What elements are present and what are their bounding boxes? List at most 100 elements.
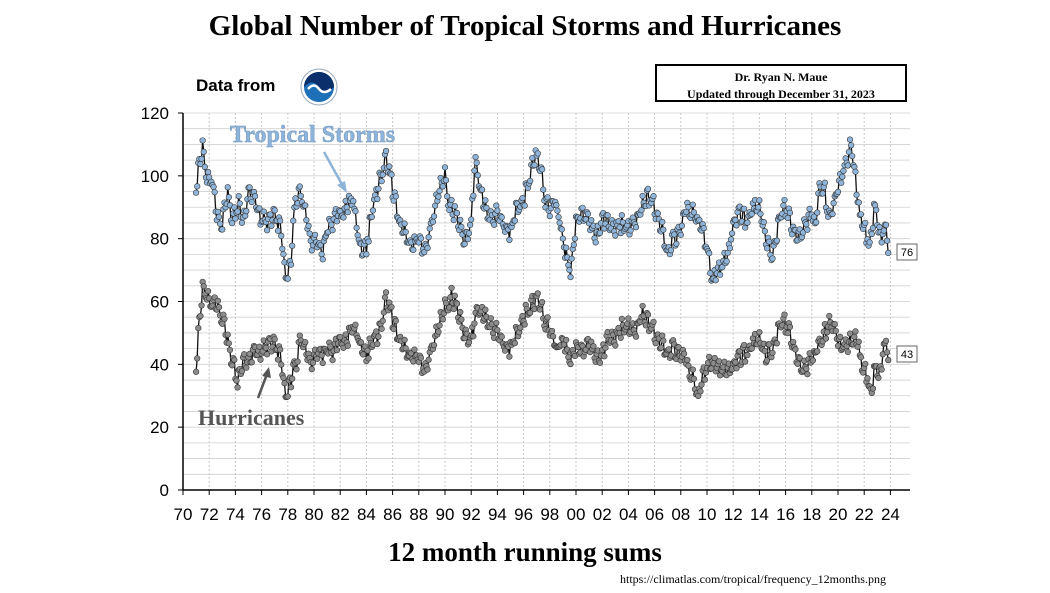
tropical-storms-point [506, 236, 513, 243]
hurricanes-point [822, 335, 830, 342]
tropical-storms-point [667, 247, 675, 254]
tropical-storms-point [260, 208, 267, 215]
tropical-storms-point [328, 221, 335, 228]
hurricanes-point [862, 360, 869, 367]
tropical-storms-point [472, 153, 479, 161]
tropical-storms-point [193, 189, 200, 196]
tropical-storms-point [267, 211, 274, 218]
hurricanes-point [536, 306, 544, 313]
tropical-storms-point [215, 213, 223, 220]
x-tick-label: 74 [226, 505, 245, 524]
hurricanes-point [448, 284, 455, 292]
hurricanes-point [388, 303, 395, 311]
y-tick-label: 0 [160, 481, 169, 500]
tropical-storms-point [229, 220, 236, 227]
hu-last-label: 43 [901, 349, 913, 361]
tropical-storms-point [251, 193, 259, 200]
tropical-storms-point [429, 218, 437, 225]
tropical-storms-point [840, 167, 847, 175]
tropical-storms-point [757, 210, 764, 218]
hurricanes-point [786, 323, 794, 331]
tropical-storms-point [388, 171, 395, 178]
tropical-storms-point [727, 236, 735, 243]
tropical-storms-point [450, 216, 457, 224]
tropical-storms-point [225, 194, 232, 201]
tropical-storms-point [235, 193, 242, 200]
hurricanes-point [221, 315, 228, 323]
hurricanes-point [215, 304, 223, 311]
hurricanes-point [596, 359, 604, 366]
hurricanes-point [435, 328, 442, 335]
tropical-storms-point [596, 229, 604, 237]
hurricanes-point [442, 300, 450, 307]
tropical-storms-point [726, 245, 734, 252]
hurricanes-point [742, 358, 749, 365]
tropical-storms-point [442, 177, 450, 184]
credit-author: Dr. Ryan N. Maue [734, 70, 828, 84]
y-tick-label: 40 [150, 355, 169, 374]
tropical-storms-point [453, 210, 461, 217]
tropical-storms-point [673, 240, 680, 247]
tropical-storms-point [878, 239, 885, 246]
ts-last-label: 76 [901, 247, 913, 259]
x-tick-label: 08 [671, 505, 690, 524]
tropical-storms-point [732, 216, 739, 224]
hurricanes-point [602, 344, 609, 351]
tropical-storms-point [243, 208, 250, 215]
tropical-storms-point [401, 220, 408, 227]
hurricanes-point [195, 324, 202, 332]
tropical-storms-point [441, 164, 449, 171]
y-tick-label: 60 [150, 293, 169, 312]
tropical-storms-point [369, 207, 377, 214]
hurricanes-point [424, 366, 431, 373]
hurricanes-point [193, 368, 200, 375]
tropical-storms-annotation: Tropical Storms [230, 122, 395, 148]
ts-arrowhead [337, 181, 347, 193]
tropical-storms-point [302, 202, 309, 209]
tropical-storms-point [584, 210, 592, 217]
tropical-storms-point [671, 231, 678, 238]
tropical-storms-point [425, 234, 432, 241]
hurricanes-point [243, 364, 250, 371]
hurricanes-point [665, 346, 672, 353]
hurricanes-point [226, 346, 234, 354]
tropical-storms-point [741, 205, 748, 212]
tropical-storms-point [234, 208, 241, 215]
hurricanes-point [411, 346, 418, 353]
tropical-storms-point [368, 213, 375, 221]
tropical-storms-point [707, 270, 714, 277]
tropical-storms-point [534, 150, 541, 157]
tropical-storms-point [660, 226, 667, 233]
tropical-storms-point [421, 249, 428, 256]
tropical-storms-point [553, 201, 560, 209]
hurricanes-point [453, 300, 461, 307]
tropical-storms-point [238, 219, 246, 226]
tropical-storms-point [305, 222, 312, 229]
axes: 70 72 74 76 78 80 82 84 86 88 90 92 94 96 98 00 02 04 06 08… [141, 104, 910, 524]
hurricanes-point [792, 346, 799, 353]
tropical-storms-point [219, 226, 226, 233]
hurricanes-point [660, 337, 667, 344]
hurricanes-point [711, 354, 718, 362]
tropical-storms-point [849, 152, 856, 160]
hurricanes-point [457, 308, 464, 316]
tropical-storms-point [781, 196, 788, 204]
tropical-storms-point [290, 217, 297, 224]
tropical-storms-point [297, 192, 305, 200]
hurricanes-point [333, 347, 341, 354]
hurricanes-point [357, 339, 365, 346]
hurricanes-point [852, 328, 859, 335]
tropical-storms-point [458, 223, 465, 230]
x-tick-label: 70 [174, 505, 193, 524]
tropical-storms-point [474, 172, 481, 179]
tropical-storms-point [217, 220, 224, 227]
hurricanes-point [482, 306, 489, 313]
tropical-storms-point [491, 221, 498, 228]
tropical-storms-point [319, 256, 326, 263]
tropical-storms-point [696, 216, 703, 224]
tropical-storms-point [813, 219, 820, 226]
tropical-storms-point [546, 213, 553, 220]
ts-arrow [322, 151, 346, 189]
tropical-storms-point [806, 205, 813, 212]
hurricanes-point [680, 350, 688, 357]
